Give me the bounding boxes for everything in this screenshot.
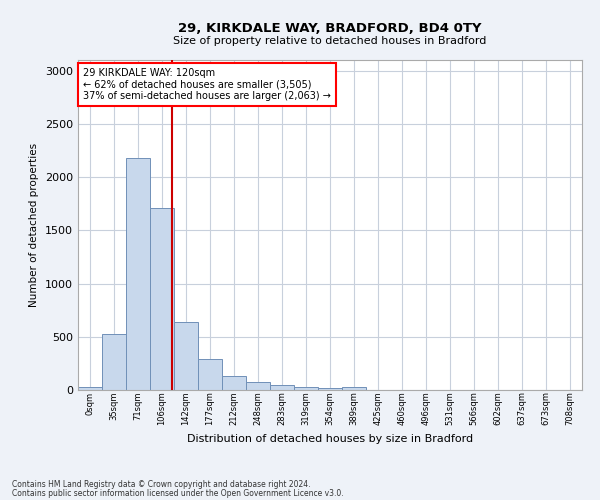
Bar bbox=[174, 322, 198, 390]
Bar bbox=[270, 385, 294, 390]
Bar bbox=[222, 376, 246, 390]
Text: Size of property relative to detached houses in Bradford: Size of property relative to detached ho… bbox=[173, 36, 487, 46]
Bar bbox=[126, 158, 150, 390]
Bar bbox=[342, 387, 366, 390]
Y-axis label: Number of detached properties: Number of detached properties bbox=[29, 143, 40, 307]
Text: 29, KIRKDALE WAY, BRADFORD, BD4 0TY: 29, KIRKDALE WAY, BRADFORD, BD4 0TY bbox=[178, 22, 482, 36]
Text: 29 KIRKDALE WAY: 120sqm
← 62% of detached houses are smaller (3,505)
37% of semi: 29 KIRKDALE WAY: 120sqm ← 62% of detache… bbox=[83, 68, 331, 102]
Text: Contains HM Land Registry data © Crown copyright and database right 2024.: Contains HM Land Registry data © Crown c… bbox=[12, 480, 311, 489]
Bar bbox=[294, 387, 318, 390]
Bar bbox=[246, 382, 270, 390]
Bar bbox=[78, 387, 102, 390]
Bar bbox=[318, 388, 342, 390]
Bar bbox=[102, 334, 126, 390]
Bar bbox=[150, 208, 174, 390]
Bar bbox=[198, 359, 222, 390]
X-axis label: Distribution of detached houses by size in Bradford: Distribution of detached houses by size … bbox=[187, 434, 473, 444]
Text: Contains public sector information licensed under the Open Government Licence v3: Contains public sector information licen… bbox=[12, 489, 344, 498]
